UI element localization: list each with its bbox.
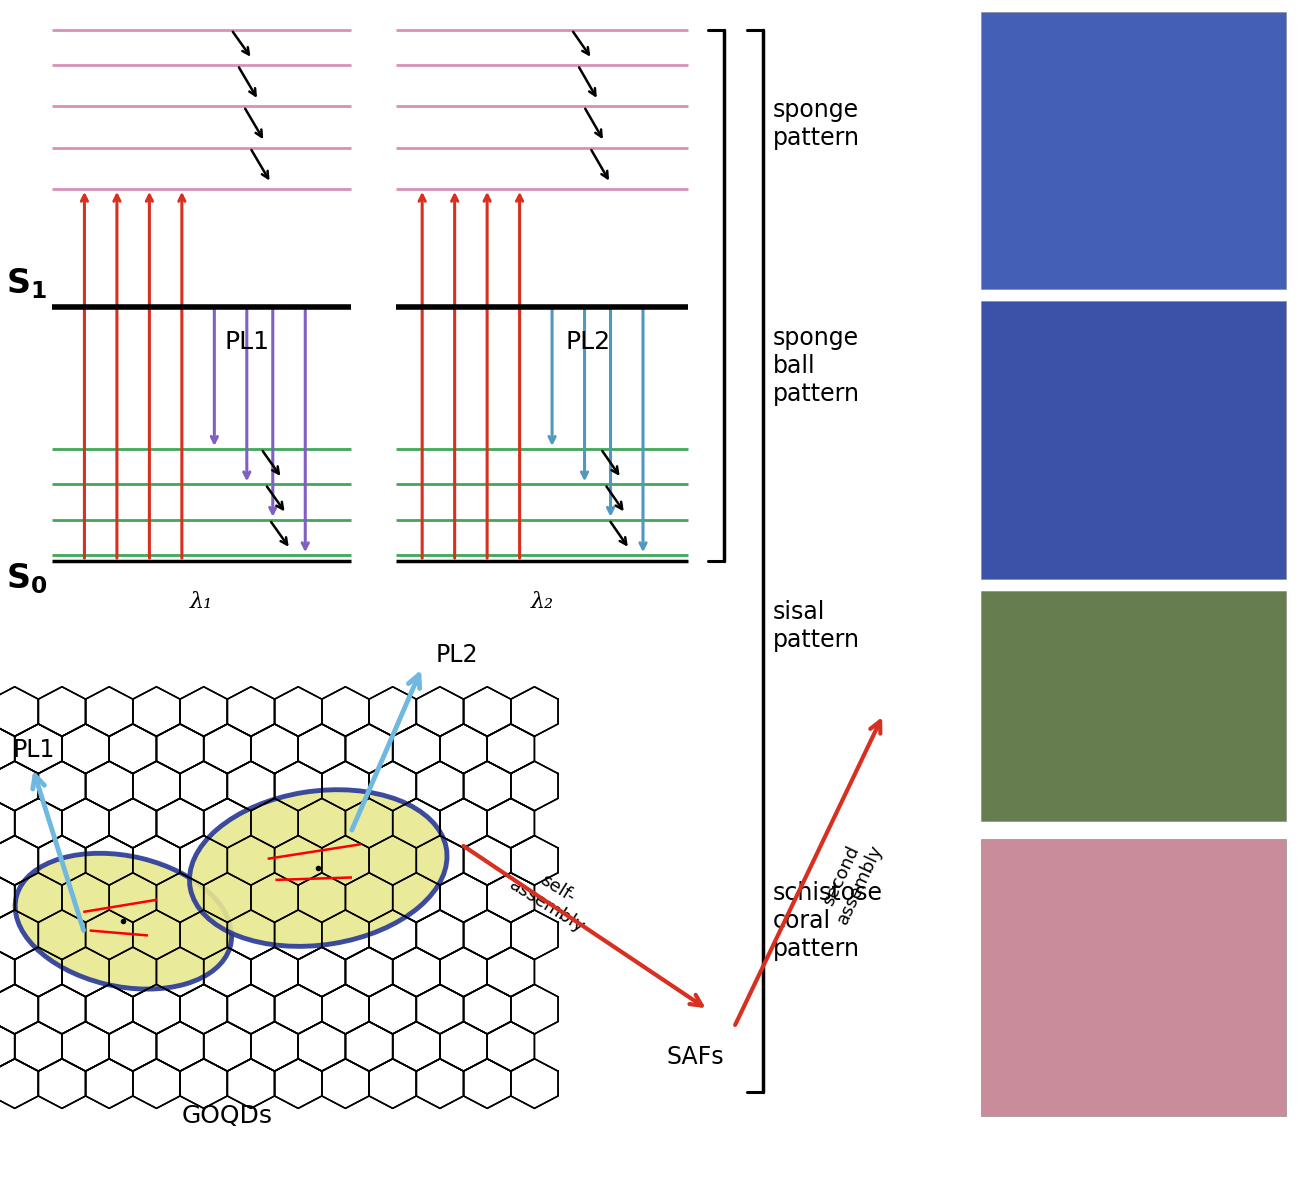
Bar	[981, 839, 1286, 1116]
Text: self-
assembly: self- assembly	[505, 859, 599, 937]
Text: GOQDs: GOQDs	[182, 1104, 273, 1128]
Text: SAFs: SAFs	[666, 1045, 724, 1069]
Text: λ₁: λ₁	[190, 590, 213, 613]
Bar	[981, 12, 1286, 289]
Text: $\mathbf{S_0}$: $\mathbf{S_0}$	[6, 561, 48, 595]
Text: PL2: PL2	[435, 644, 478, 667]
Text: PL1: PL1	[13, 738, 56, 762]
Text: λ₂: λ₂	[531, 590, 553, 613]
Text: $\mathbf{S_1}$: $\mathbf{S_1}$	[6, 267, 48, 301]
Bar	[981, 301, 1286, 579]
Text: PL1: PL1	[225, 331, 269, 354]
Text: sponge
pattern: sponge pattern	[773, 98, 860, 150]
Text: sponge
ball
pattern: sponge ball pattern	[773, 326, 860, 406]
Text: PL2: PL2	[565, 331, 611, 354]
Text: sisal
pattern: sisal pattern	[773, 600, 860, 652]
Ellipse shape	[16, 853, 231, 990]
Text: schistose
coral
pattern: schistose coral pattern	[773, 881, 883, 961]
Bar	[981, 590, 1286, 821]
Text: second
assembly: second assembly	[816, 833, 886, 927]
Ellipse shape	[190, 790, 447, 946]
